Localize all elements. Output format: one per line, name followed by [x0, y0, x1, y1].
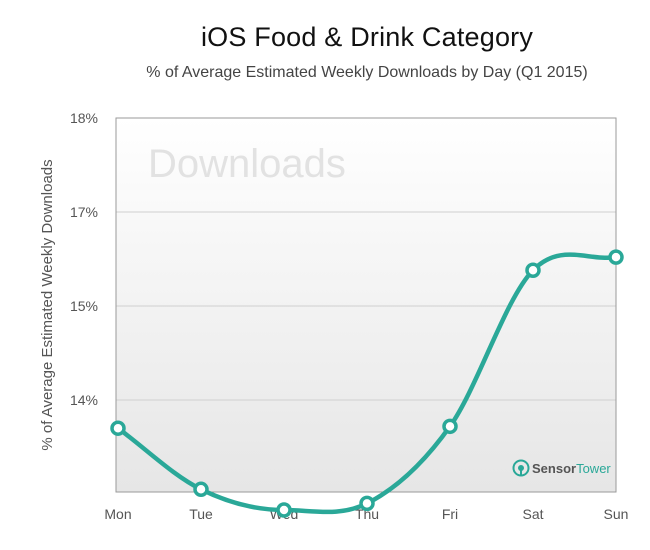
- plot-area: [116, 118, 616, 492]
- logo-text: SensorTower: [532, 461, 611, 476]
- y-tick-label: 14%: [70, 392, 98, 408]
- x-tick-label: Sun: [604, 506, 629, 522]
- data-point-sat[interactable]: [525, 262, 541, 279]
- y-tick-label: 18%: [70, 110, 98, 126]
- x-tick-label: Tue: [189, 506, 213, 522]
- x-tick-label: Sat: [522, 506, 543, 522]
- x-tick-label: Fri: [442, 506, 458, 522]
- y-tick-label: 17%: [70, 204, 98, 220]
- data-point-thu[interactable]: [359, 495, 375, 512]
- data-point-sun[interactable]: [608, 249, 624, 265]
- y-axis: 18% 17% 15% 14%: [70, 110, 98, 408]
- data-point-tue[interactable]: [193, 481, 209, 498]
- plot-frame: [115, 117, 617, 493]
- grid-lines: [116, 211, 616, 401]
- chart-subtitle: % of Average Estimated Weekly Downloads …: [146, 64, 588, 81]
- x-tick-label: Thu: [355, 506, 379, 522]
- data-point-wed[interactable]: [276, 502, 292, 518]
- y-axis-label: % of Average Estimated Weekly Downloads: [39, 159, 56, 450]
- watermark-text: Downloads: [148, 142, 346, 186]
- sensortower-logo: SensorTower: [512, 459, 611, 477]
- logo-text-tower: Tower: [576, 461, 611, 476]
- data-point-mon[interactable]: [110, 420, 126, 436]
- y-tick-label: 15%: [70, 298, 98, 314]
- data-point-fri[interactable]: [442, 418, 458, 435]
- x-tick-label: Mon: [104, 506, 131, 522]
- logo-text-sensor: Sensor: [532, 461, 576, 476]
- chart-title: iOS Food & Drink Category: [200, 22, 534, 52]
- x-axis: MonTueWedThuFriSatSun: [104, 506, 628, 522]
- data-points: [110, 249, 624, 518]
